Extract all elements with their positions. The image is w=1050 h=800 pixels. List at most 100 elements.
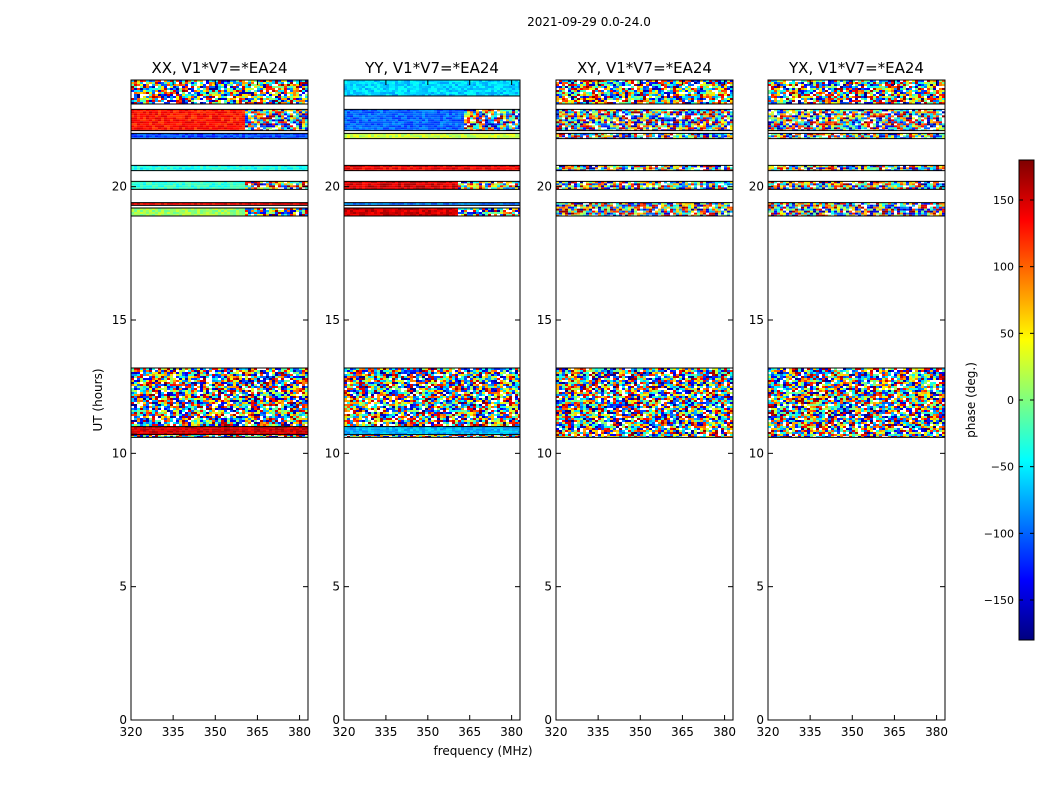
heatmap-cell (416, 88, 419, 90)
heatmap-cell (254, 208, 257, 210)
heatmap-cell (302, 398, 305, 400)
heatmap-cell (302, 392, 305, 394)
heatmap-cell (215, 418, 218, 420)
heatmap-cell (146, 137, 149, 139)
heatmap-cell (290, 430, 293, 433)
heatmap-cell (137, 428, 140, 431)
heatmap-cell (158, 406, 161, 408)
heatmap-cell (272, 370, 275, 372)
heatmap-cell (242, 388, 245, 390)
heatmap-cell (221, 135, 224, 138)
heatmap-cell (290, 382, 293, 384)
heatmap-cell (218, 398, 221, 400)
heatmap-cell (212, 117, 215, 120)
heatmap-cell (284, 394, 287, 396)
heatmap-cell (245, 404, 248, 406)
heatmap-cell (191, 416, 194, 418)
heatmap-cell (290, 406, 293, 408)
heatmap-cell (182, 127, 185, 130)
heatmap-cell (224, 382, 227, 384)
heatmap-cell (242, 111, 245, 114)
heatmap-cell (221, 94, 224, 96)
heatmap-cell (263, 214, 266, 216)
heatmap-cell (413, 94, 416, 96)
heatmap-cell (296, 368, 299, 370)
heatmap-cell (173, 80, 176, 82)
heatmap-cell (257, 426, 260, 429)
heatmap-cell (161, 426, 164, 429)
heatmap-cell (353, 82, 356, 84)
heatmap-cell (464, 94, 467, 96)
heatmap-cell (263, 400, 266, 402)
heatmap-cell (227, 426, 230, 429)
heatmap-cell (215, 121, 218, 124)
heatmap-cell (191, 402, 194, 404)
heatmap-cell (143, 420, 146, 422)
heatmap-cell (245, 102, 248, 104)
heatmap-cell (284, 406, 287, 408)
heatmap-cell (425, 109, 428, 112)
heatmap-cell (188, 119, 191, 122)
heatmap-cell (188, 82, 191, 84)
heatmap-cell (386, 90, 389, 92)
heatmap-cell (185, 426, 188, 429)
heatmap-cell (206, 436, 209, 438)
heatmap-cell (209, 80, 212, 82)
heatmap-cell (254, 400, 257, 402)
heatmap-cell (443, 109, 446, 112)
heatmap-cell (200, 426, 203, 429)
heatmap-cell (233, 98, 236, 100)
heatmap-cell (173, 394, 176, 396)
heatmap-cell (155, 370, 158, 372)
heatmap-cell (140, 406, 143, 408)
heatmap-cell (281, 432, 284, 435)
heatmap-cell (503, 94, 506, 96)
heatmap-cell (512, 115, 515, 118)
heatmap-cell (350, 90, 353, 92)
heatmap-band (131, 164, 308, 172)
heatmap-cell (347, 92, 350, 94)
heatmap-cell (284, 404, 287, 406)
heatmap-cell (248, 386, 251, 388)
heatmap-cell (170, 212, 173, 214)
heatmap-cell (149, 96, 152, 98)
heatmap-cell (272, 420, 275, 422)
heatmap-cell (176, 169, 179, 171)
heatmap-cell (221, 167, 224, 170)
heatmap-cell (383, 109, 386, 112)
heatmap-cell (452, 92, 455, 94)
heatmap-cell (254, 117, 257, 120)
heatmap-cell (209, 388, 212, 390)
heatmap-cell (188, 390, 191, 392)
heatmap-cell (206, 430, 209, 433)
heatmap-cell (281, 392, 284, 394)
heatmap-cell (179, 436, 182, 438)
heatmap-cell (215, 386, 218, 388)
heatmap-cell (230, 390, 233, 392)
heatmap-cell (161, 117, 164, 120)
heatmap-cell (197, 117, 200, 120)
heatmap-cell (407, 84, 410, 86)
heatmap-cell (161, 424, 164, 426)
heatmap-cell (161, 86, 164, 88)
heatmap-cell (179, 98, 182, 100)
heatmap-cell (275, 394, 278, 396)
heatmap-cell (305, 135, 308, 138)
heatmap-cell (224, 84, 227, 86)
heatmap-cell (152, 88, 155, 90)
heatmap-cell (158, 109, 161, 112)
heatmap-cell (161, 165, 164, 168)
heatmap-cell (278, 123, 281, 126)
heatmap-cell (290, 424, 293, 426)
heatmap-cell (212, 185, 215, 188)
heatmap-band (131, 79, 308, 105)
heatmap-cell (218, 167, 221, 170)
heatmap-cell (152, 422, 155, 424)
heatmap-cell (161, 127, 164, 130)
heatmap-cell (470, 82, 473, 84)
heatmap-cell (134, 86, 137, 88)
heatmap-cell (200, 422, 203, 424)
heatmap-cell (248, 420, 251, 422)
heatmap-cell (215, 111, 218, 114)
heatmap-cell (251, 137, 254, 139)
